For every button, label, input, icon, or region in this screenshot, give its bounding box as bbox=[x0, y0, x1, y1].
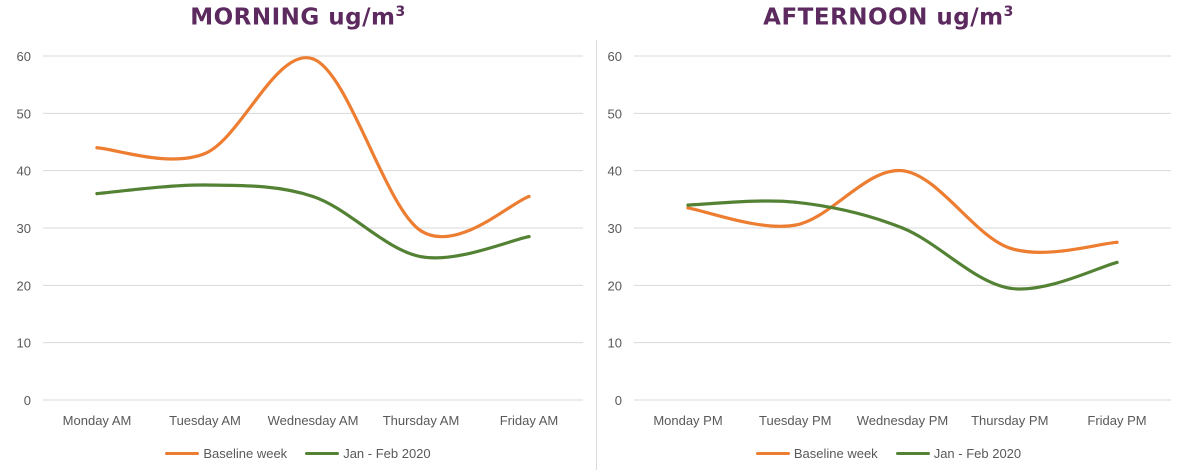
x-tick-label: Tuesday AM bbox=[169, 413, 241, 428]
x-tick-label: Monday AM bbox=[63, 413, 132, 428]
y-tick-label: 0 bbox=[24, 393, 31, 408]
data-point bbox=[311, 57, 315, 61]
legend-label: Baseline week bbox=[203, 446, 288, 461]
legend-swatch-jan-feb bbox=[305, 452, 340, 455]
y-tick-label: 20 bbox=[608, 278, 622, 293]
y-tick-label: 30 bbox=[608, 221, 622, 236]
x-tick-label: Wednesday AM bbox=[268, 413, 359, 428]
series-line bbox=[686, 199, 1119, 291]
y-tick-label: 60 bbox=[17, 49, 31, 64]
data-point bbox=[95, 192, 99, 196]
legend-label: Baseline week bbox=[793, 446, 878, 461]
y-tick-label: 10 bbox=[608, 336, 622, 351]
y-tick-label: 60 bbox=[608, 49, 622, 64]
data-point bbox=[203, 151, 207, 156]
x-tick-label: Friday AM bbox=[500, 413, 559, 428]
x-tick-label: Thursday PM bbox=[971, 413, 1048, 428]
data-point bbox=[900, 169, 905, 173]
legend-swatch-jan-feb bbox=[895, 452, 930, 455]
legend-item-jan-feb: Jan - Feb 2020 bbox=[305, 446, 431, 461]
data-point bbox=[1115, 240, 1119, 244]
y-tick-label: 0 bbox=[615, 393, 622, 408]
legend-swatch-baseline bbox=[165, 452, 200, 455]
y-tick-label: 40 bbox=[17, 164, 31, 179]
y-tick-label: 10 bbox=[17, 336, 31, 351]
y-tick-label: 50 bbox=[17, 106, 31, 121]
data-point bbox=[793, 200, 797, 204]
data-point bbox=[419, 229, 423, 233]
x-tick-label: Friday PM bbox=[1087, 413, 1146, 428]
y-tick-label: 40 bbox=[608, 164, 622, 179]
data-point bbox=[1115, 260, 1119, 264]
legend-item-baseline: Baseline week bbox=[755, 446, 878, 461]
data-point bbox=[95, 146, 99, 150]
data-point bbox=[419, 255, 423, 259]
chart-title: AFTERNOON ug/m3 bbox=[763, 4, 1014, 31]
legend-label: Jan - Feb 2020 bbox=[343, 446, 431, 461]
legend-item-baseline: Baseline week bbox=[165, 446, 287, 461]
panel-divider bbox=[596, 40, 597, 470]
x-tick-label: Thursday AM bbox=[383, 413, 460, 428]
x-tick-label: Monday PM bbox=[653, 413, 722, 428]
afternoon-chart-panel: AFTERNOON ug/m3 0 10 20 30 40 50 60 Monday PM Tu… bbox=[596, 0, 1181, 470]
legend-label: Jan - Feb 2020 bbox=[933, 446, 1022, 461]
data-point bbox=[686, 203, 690, 207]
data-point bbox=[1008, 286, 1012, 290]
data-point bbox=[793, 223, 797, 227]
y-tick-label: 20 bbox=[17, 278, 31, 293]
morning-chart-panel: MORNING ug/m3 0 10 20 30 40 50 60 Monday AM Tues… bbox=[0, 4, 596, 461]
morning-chart-plot: 0 10 20 30 40 50 60 Monday AM Tuesday AM Wednesda… bbox=[17, 49, 583, 428]
data-point bbox=[527, 235, 531, 239]
x-tick-label: Tuesday PM bbox=[759, 413, 832, 428]
chart-title: MORNING ug/m3 bbox=[190, 4, 406, 31]
y-tick-label: 30 bbox=[17, 221, 31, 236]
x-tick-label: Wednesday PM bbox=[857, 413, 949, 428]
chart-legend: Baseline week Jan - Feb 2020 bbox=[596, 446, 1181, 461]
chart-legend: Baseline week Jan - Feb 2020 bbox=[0, 446, 596, 461]
data-point bbox=[1008, 246, 1012, 250]
series-line bbox=[686, 169, 1119, 254]
data-point bbox=[900, 226, 905, 230]
y-tick-label: 50 bbox=[608, 106, 622, 121]
data-point bbox=[311, 194, 315, 199]
series-line bbox=[95, 56, 531, 239]
data-point bbox=[527, 194, 531, 199]
legend-item-jan-feb: Jan - Feb 2020 bbox=[895, 446, 1022, 461]
data-point bbox=[686, 206, 690, 210]
data-point bbox=[203, 183, 207, 187]
afternoon-chart-plot: 0 10 20 30 40 50 60 Monday PM Tuesday PM Wednesda… bbox=[608, 49, 1171, 428]
legend-swatch-baseline bbox=[755, 452, 790, 455]
